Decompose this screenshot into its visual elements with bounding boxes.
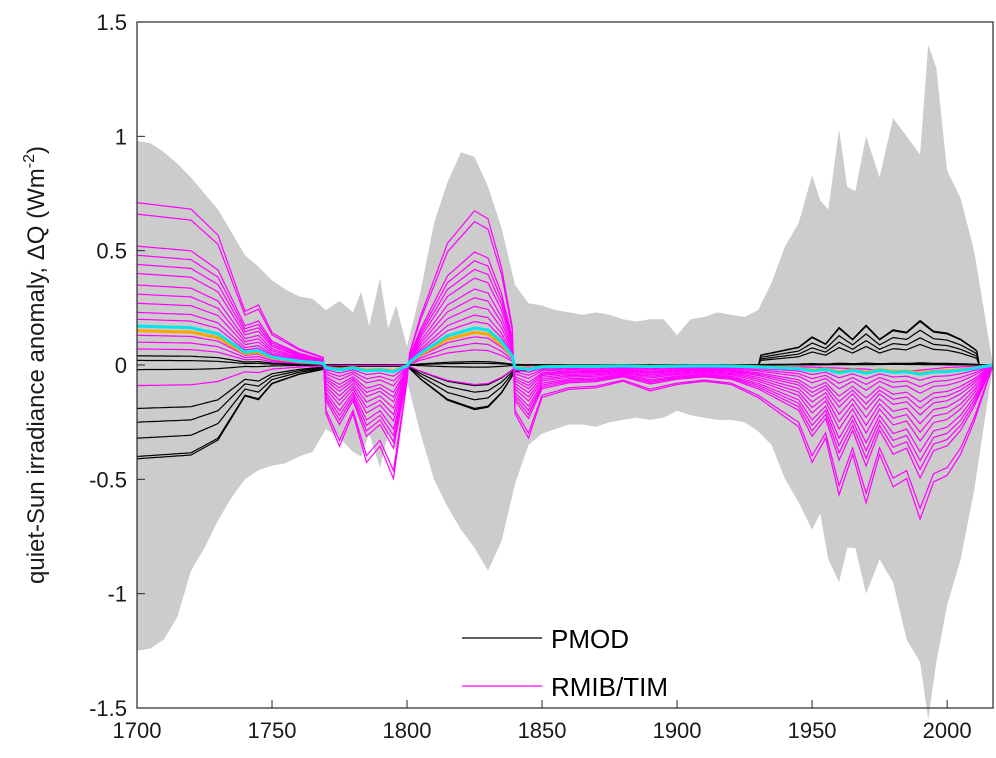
series-line-1-4 <box>136 263 994 462</box>
x-tick-label: 1900 <box>653 718 702 743</box>
x-tick-label: 1750 <box>248 718 297 743</box>
y-axis-title-close: ) <box>23 146 50 154</box>
series-line-1-3 <box>136 254 994 471</box>
x-tick-label: 1800 <box>383 718 432 743</box>
y-tick-label: 0 <box>115 353 127 378</box>
y-tick-label: -1.5 <box>89 696 127 721</box>
y-axis-title-main: quiet-Sun irradiance anomaly, ΔQ (Wm <box>23 168 50 584</box>
y-axis-title: quiet-Sun irradiance anomaly, ΔQ (Wm-2) <box>21 146 50 584</box>
x-tick-label: 1850 <box>518 718 567 743</box>
x-tick-label: 1950 <box>788 718 837 743</box>
y-axis: 1.5 1 0.5 0 -0.5 -1 -1.5 <box>89 10 145 721</box>
x-axis: 1700 1750 1800 1850 1900 1950 2000 <box>113 700 972 743</box>
series-line-1-6 <box>136 284 994 443</box>
series-line-1-1 <box>136 213 994 511</box>
y-tick-label: 1 <box>115 124 127 149</box>
x-tick-label: 1700 <box>113 718 162 743</box>
legend-label-rmib: RMIB/TIM <box>551 672 668 702</box>
series-line-1-2 <box>136 245 994 480</box>
legend-label-pmod: PMOD <box>551 624 629 654</box>
y-tick-label: 1.5 <box>96 10 127 35</box>
y-tick-label: -1 <box>107 582 127 607</box>
series-line-3-0 <box>136 324 994 376</box>
series-line-1-8 <box>136 302 994 425</box>
series-line-1-0 <box>136 202 994 522</box>
series-layer <box>136 202 994 522</box>
legend: PMOD RMIB/TIM <box>462 624 668 702</box>
series-line-1-9 <box>136 311 994 416</box>
y-axis-title-superscript: -2 <box>21 154 38 168</box>
series-line-1-7 <box>136 293 994 434</box>
x-tick-label: 2000 <box>923 718 972 743</box>
y-tick-label: 0.5 <box>96 239 127 264</box>
plot-area <box>136 44 994 720</box>
series-line-1-5 <box>136 272 994 454</box>
y-tick-label: -0.5 <box>89 467 127 492</box>
series-line-1-13 <box>136 341 994 388</box>
